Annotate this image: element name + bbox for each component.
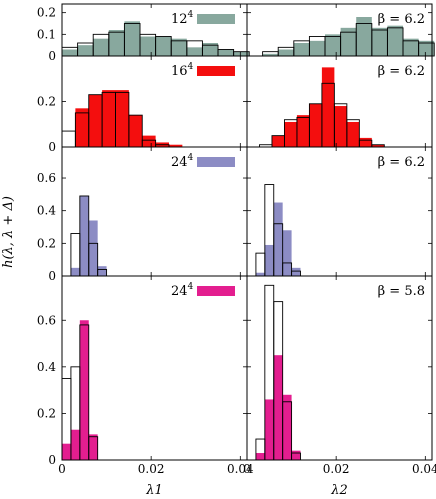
- x-tick-label: 0.02: [138, 462, 165, 476]
- filled-bar: [102, 90, 116, 147]
- filled-bar: [309, 103, 322, 147]
- filled-bar: [79, 320, 89, 460]
- filled-bar: [97, 266, 107, 276]
- filled-bar: [168, 144, 183, 147]
- filled-bar: [88, 220, 98, 276]
- x-tick-label: 0.04: [227, 462, 254, 476]
- filled-bar: [255, 272, 265, 276]
- y-tick-label: 0: [48, 269, 56, 283]
- filled-bar: [88, 434, 98, 460]
- filled-bar: [371, 144, 385, 147]
- filled-bar: [271, 135, 285, 147]
- filled-bar: [325, 34, 341, 56]
- x-tick-label: 0.02: [323, 462, 350, 476]
- lattice-size-label: 244: [171, 282, 194, 299]
- filled-bar: [346, 121, 360, 147]
- filled-bar: [218, 49, 234, 56]
- filled-bar: [186, 47, 203, 56]
- filled-bar: [75, 108, 89, 147]
- beta-label: β = 6.2: [378, 155, 425, 170]
- filled-bar: [278, 49, 294, 56]
- y-tick-label: 0: [48, 140, 56, 154]
- filled-bar: [340, 27, 357, 56]
- filled-bar: [62, 443, 71, 460]
- filled-bar: [77, 45, 94, 56]
- filled-bar: [291, 450, 301, 460]
- y-tick-label: 0.6: [37, 171, 56, 185]
- filled-bar: [88, 94, 103, 147]
- filled-bar: [282, 394, 292, 460]
- beta-label: β = 6.2: [378, 64, 425, 79]
- x-tick-label: 0: [58, 462, 66, 476]
- filled-bar: [155, 36, 172, 56]
- y-tick-label: 0.2: [37, 406, 56, 420]
- filled-bar: [79, 195, 89, 276]
- filled-bar: [356, 17, 372, 56]
- filled-bar: [202, 43, 219, 56]
- filled-bar: [273, 202, 283, 276]
- y-tick-label: 0.4: [37, 204, 56, 218]
- y-tick-label: 0.2: [37, 95, 56, 109]
- filled-bar: [140, 36, 156, 56]
- outline-bar: [255, 252, 266, 277]
- filled-bar: [115, 90, 129, 147]
- x-axis-title: λ2: [330, 483, 348, 498]
- y-tick-label: 0.2: [37, 236, 56, 250]
- y-axis-title: h(λ, λ + Δ): [1, 196, 16, 268]
- filled-bar: [108, 30, 125, 56]
- legend-swatch: [197, 286, 235, 296]
- y-tick-label: 0.4: [37, 360, 56, 374]
- filled-bar: [403, 38, 419, 56]
- filled-bar: [70, 267, 80, 276]
- x-axis-title: λ1: [145, 483, 163, 498]
- panel-frame: [61, 275, 248, 461]
- filled-bar: [359, 137, 372, 147]
- beta-label: β = 5.8: [378, 284, 425, 299]
- filled-bar: [264, 399, 274, 460]
- filled-bar: [334, 106, 347, 147]
- filled-bar: [293, 43, 310, 56]
- lattice-size-label: 124: [171, 10, 194, 27]
- filled-bar: [321, 67, 335, 147]
- lattice-size-label: 164: [171, 62, 194, 79]
- x-tick-label: 0: [243, 462, 251, 476]
- outline-bar: [61, 130, 76, 148]
- filled-bar: [171, 38, 187, 56]
- panel-frame: [246, 275, 433, 461]
- y-tick-label: 0.6: [37, 313, 56, 327]
- filled-bar: [309, 40, 326, 56]
- y-tick-label: 0: [48, 453, 56, 467]
- legend-swatch: [197, 66, 235, 76]
- filled-bar: [387, 25, 404, 56]
- beta-label: β = 6.2: [378, 12, 425, 27]
- lattice-size-label: 244: [171, 153, 194, 170]
- filled-bar: [62, 49, 78, 56]
- filled-bar: [291, 267, 301, 276]
- y-tick-label: 0: [48, 49, 56, 63]
- filled-bar: [124, 21, 141, 56]
- y-tick-label: 0.2: [37, 6, 56, 20]
- filled-bar: [264, 244, 274, 276]
- filled-bar: [284, 121, 297, 147]
- legend-swatch: [197, 157, 235, 167]
- filled-bar: [255, 453, 265, 460]
- filled-bar: [93, 38, 109, 56]
- filled-bar: [418, 40, 435, 56]
- legend-swatch: [197, 14, 235, 24]
- x-tick-label: 0.04: [412, 462, 436, 476]
- filled-bar: [233, 51, 250, 56]
- filled-bar: [70, 429, 80, 460]
- filled-bar: [262, 53, 279, 56]
- filled-bar: [142, 135, 156, 147]
- filled-bar: [282, 230, 292, 276]
- y-tick-label: 0.1: [37, 27, 56, 41]
- filled-bar: [296, 115, 310, 147]
- filled-bar: [371, 27, 388, 56]
- filled-bar: [273, 355, 283, 460]
- filled-bar: [128, 115, 143, 147]
